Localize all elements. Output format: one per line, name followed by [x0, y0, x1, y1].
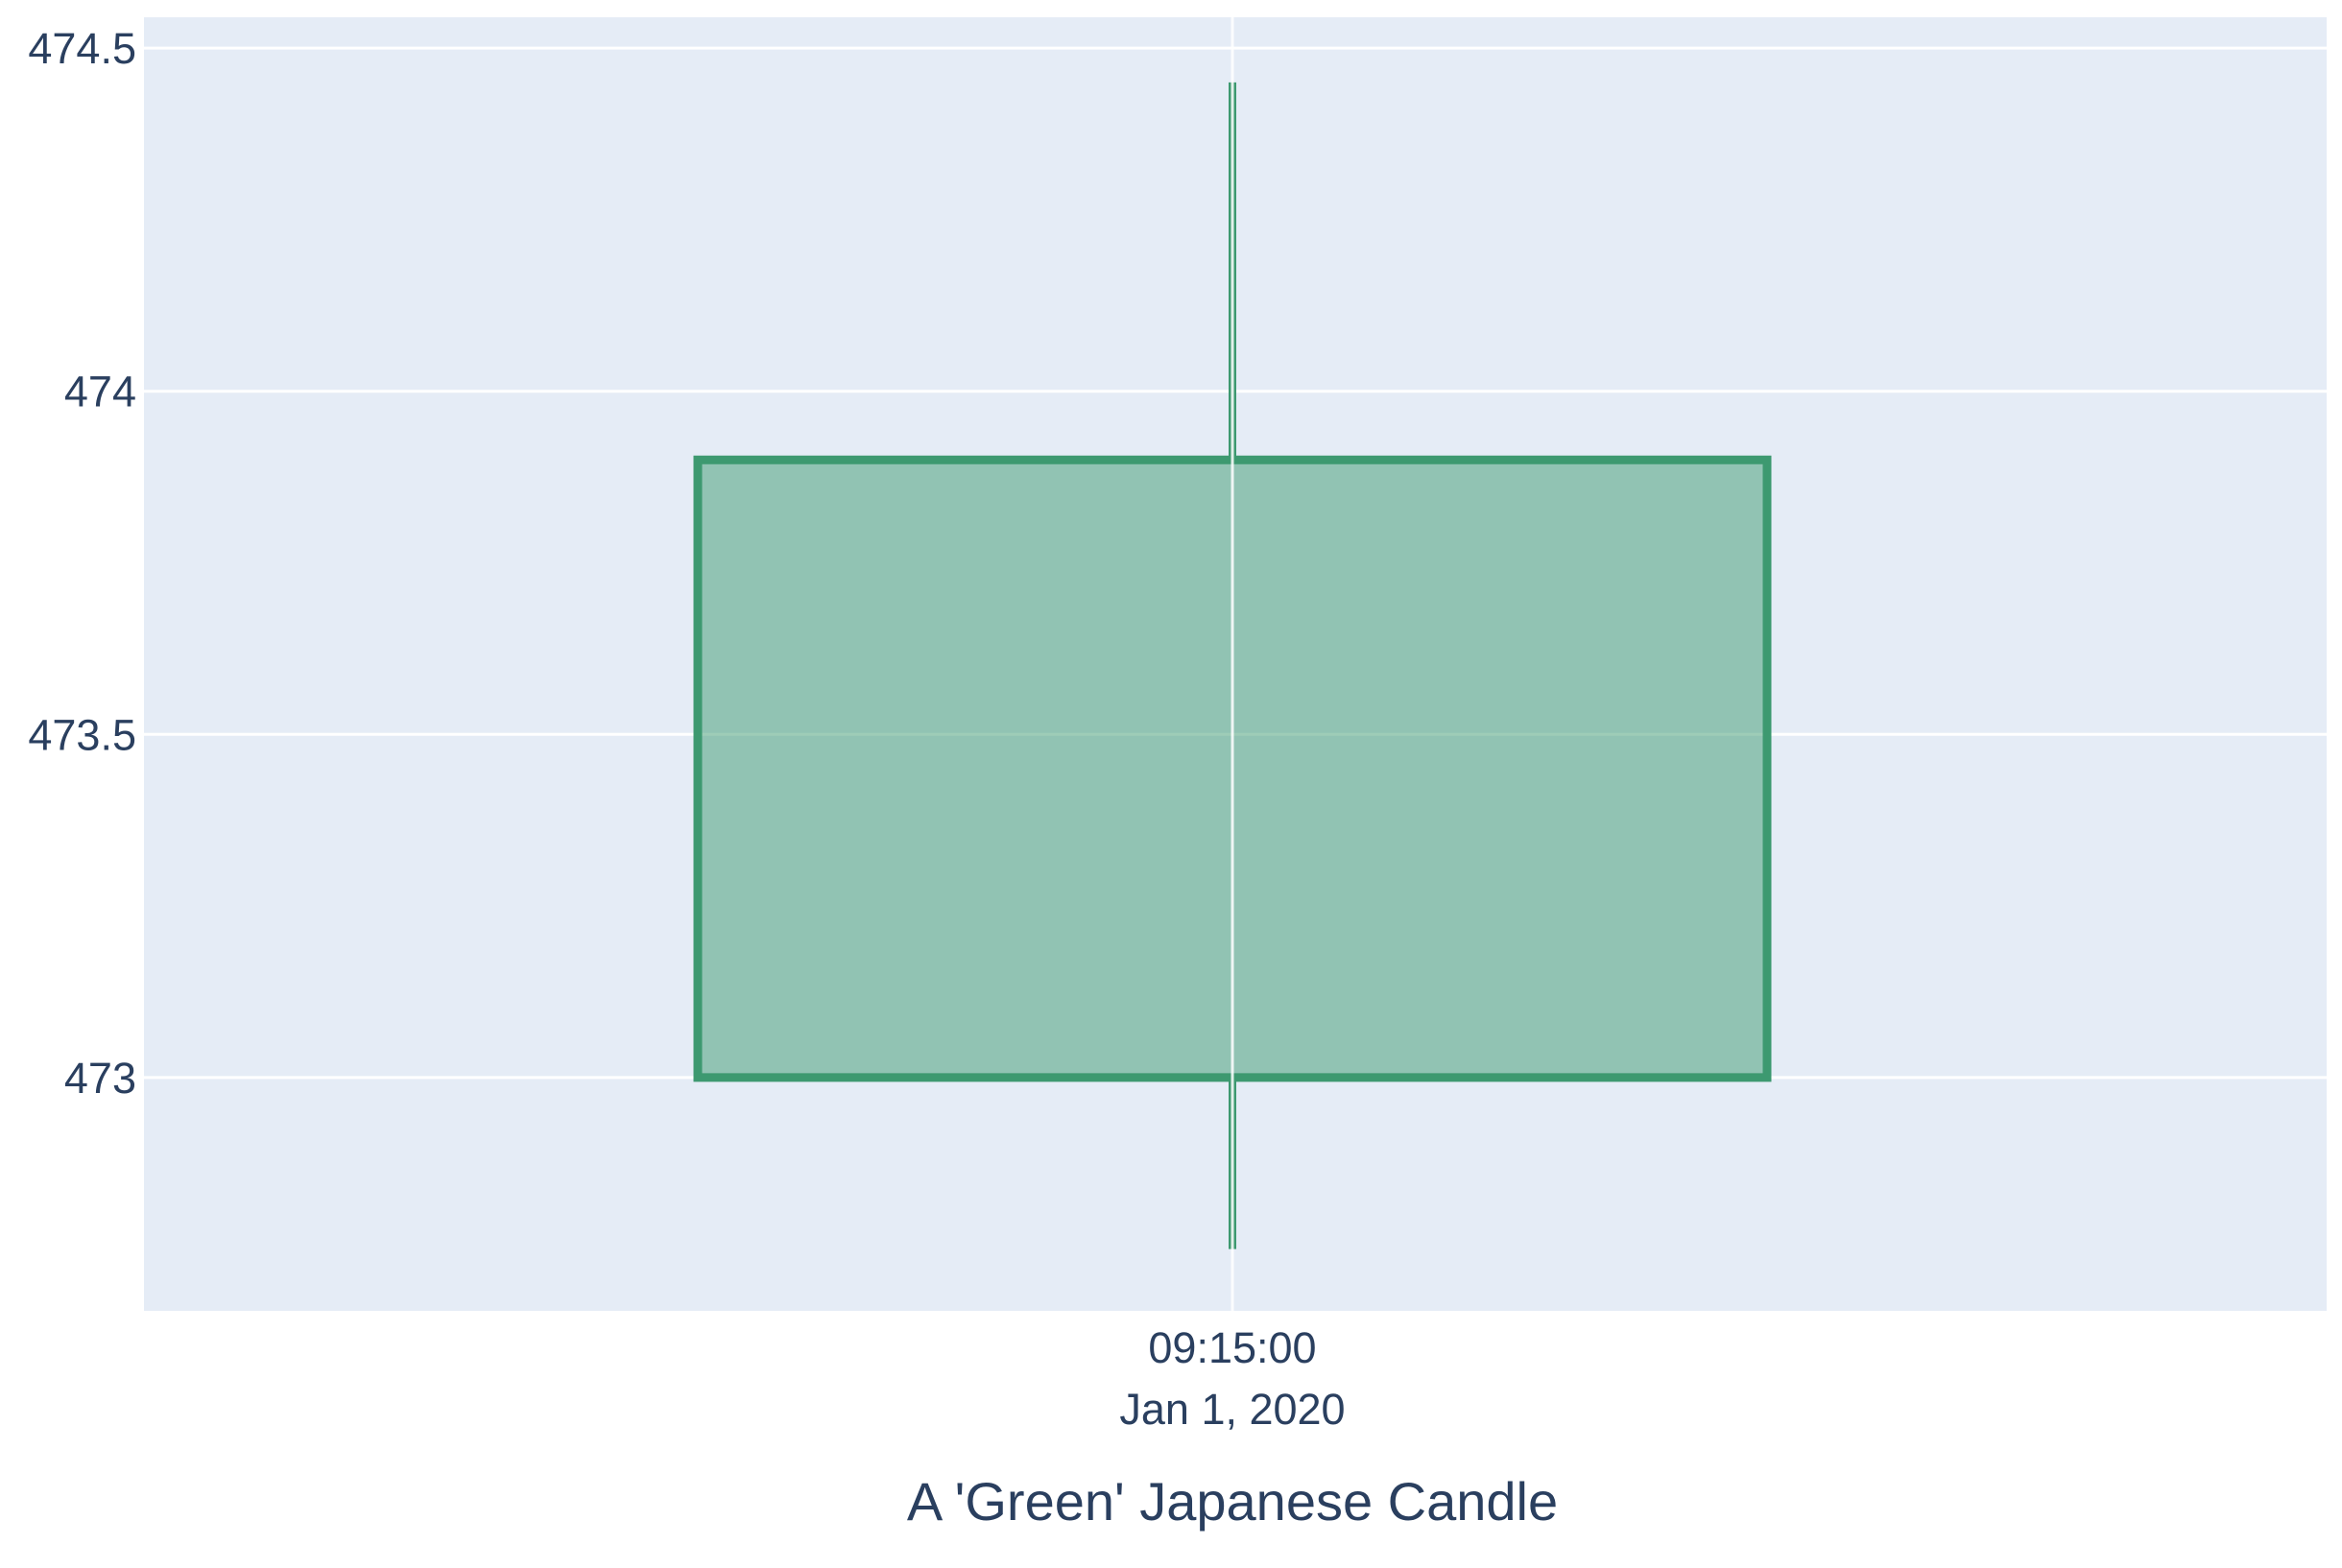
y-axis-ticks: 473 473.5 474 474.5 [28, 24, 136, 1103]
y-tick-label: 473.5 [28, 710, 136, 759]
x-tick-label-time: 09:15:00 [1148, 1323, 1316, 1372]
y-tick-label: 474 [64, 368, 136, 416]
y-tick-label: 473 [64, 1054, 136, 1103]
x-tick-label-date: Jan 1, 2020 [1119, 1385, 1345, 1434]
x-axis-ticks: 09:15:00 Jan 1, 2020 [1119, 1323, 1345, 1434]
y-tick-label: 474.5 [28, 24, 136, 73]
x-axis-title: A 'Green' Japanese Candle [907, 1471, 1558, 1532]
